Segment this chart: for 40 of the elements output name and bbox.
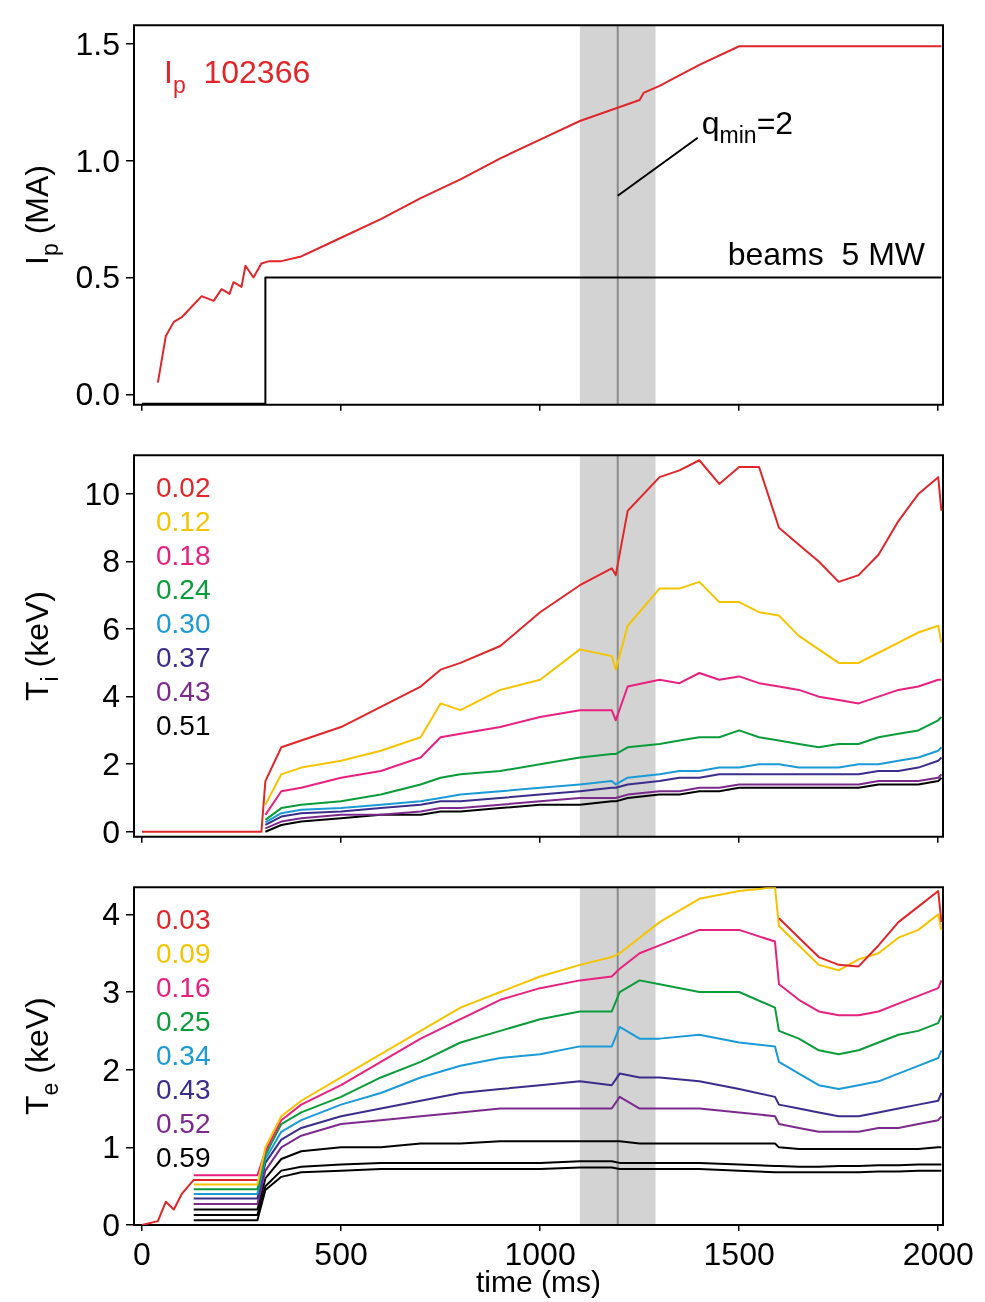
text: 0.12: [156, 506, 211, 538]
y-tick-label: 0.5: [75, 259, 120, 296]
text: 0.24: [156, 574, 211, 606]
y-axis-title: Ti (keV): [19, 591, 63, 701]
x-tick-label: 0: [133, 1236, 151, 1273]
y-tick-label: 1: [102, 1129, 120, 1166]
y-tick-label: 4: [102, 896, 120, 933]
x-axis-title: time (ms): [476, 1265, 601, 1299]
y-axis-title: Te (keV): [19, 997, 63, 1115]
series-label: 0.59: [156, 1142, 211, 1174]
x-tick-label: 500: [314, 1236, 368, 1273]
text: 0.16: [156, 972, 211, 1004]
text: 0.02: [156, 472, 211, 504]
series-label: beams 5 MW: [727, 236, 926, 273]
text: 0.09: [156, 938, 211, 970]
y-tick-label: 0.0: [75, 376, 120, 413]
text: 0.43: [156, 1074, 211, 1106]
text: 0.34: [156, 1040, 211, 1072]
y-tick-label: 4: [102, 678, 120, 715]
y-tick-label: 1.0: [75, 142, 120, 179]
y-tick-label: 10: [84, 475, 120, 512]
x-tick-label: 2000: [902, 1236, 974, 1273]
y-tick-label: 6: [102, 610, 120, 647]
text: 0.03: [156, 904, 211, 936]
text: 0.52: [156, 1108, 211, 1140]
text: 0.25: [156, 1006, 211, 1038]
text: 0.51: [156, 710, 211, 742]
y-axis-title: Ip (MA): [19, 165, 63, 265]
text: 0.43: [156, 676, 211, 708]
y-tick-label: 8: [102, 543, 120, 580]
y-tick-label: 1.5: [75, 25, 120, 62]
y-tick-label: 0: [102, 1206, 120, 1243]
y-tick-label: 2: [102, 1051, 120, 1088]
x-tick-label: 1500: [703, 1236, 775, 1273]
y-tick-label: 0: [102, 813, 120, 850]
text: 0.37: [156, 642, 211, 674]
text: 0.18: [156, 540, 211, 572]
text: 0.30: [156, 608, 211, 640]
y-tick-label: 2: [102, 746, 120, 783]
y-tick-label: 3: [102, 973, 120, 1010]
